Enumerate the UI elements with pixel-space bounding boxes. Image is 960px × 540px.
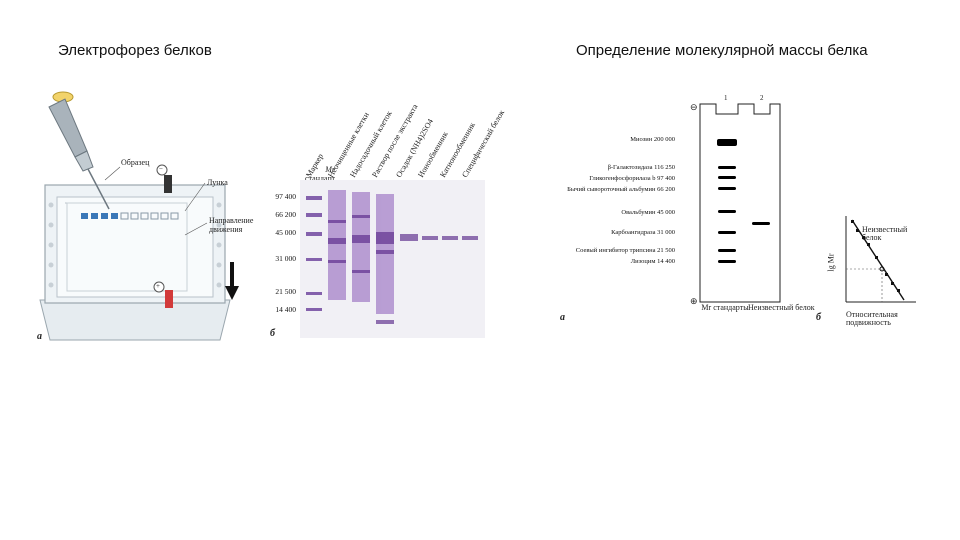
mr-value-21500: 21 500 (275, 287, 296, 296)
anode-electrode (153, 281, 173, 308)
stained-gel (300, 180, 485, 338)
protein-mr: 31 000 (657, 229, 675, 236)
direction-label-line-1: Направление (209, 216, 254, 225)
protein-label-phosphorylase: Гликогенфосфорилаза b 97 400 (545, 175, 675, 182)
protein-label-lysozyme: Лизоцим 14 400 (545, 258, 675, 265)
mr-value-14400: 14 400 (275, 305, 296, 314)
plot-panel-letter: б (816, 312, 821, 323)
xlabel-line-1: Относительная (846, 310, 898, 319)
band-albumin (718, 187, 736, 190)
xlabel-line-2: подвижность (846, 318, 891, 327)
well-label: Лунка (207, 178, 228, 187)
protein-name: Соевый ингибитор трипсина (575, 247, 656, 254)
mr-value-31000: 31 000 (275, 254, 296, 263)
protein-mr: 116 250 (654, 164, 675, 171)
left-title: Электрофорез белков (58, 42, 212, 59)
direction-arrow-icon (225, 262, 239, 307)
protein-name: Лизоцим (630, 258, 656, 265)
band-myosin (717, 139, 737, 146)
gel-wells (81, 212, 179, 220)
protein-mr: 21 500 (657, 247, 675, 254)
sds-gel-panel-letter: а (560, 312, 565, 323)
pipette-drawing (48, 91, 110, 210)
gel-panel-letter: б (270, 328, 275, 339)
band-galactosidase (718, 166, 736, 169)
protein-name: Гликогенфосфорилаза b (589, 175, 656, 182)
plot-xlabel: Относительная подвижность (846, 311, 898, 327)
apparatus-drawing (39, 91, 231, 341)
mr-value-66200: 66 200 (275, 210, 296, 219)
gel-plus-sign: ⊕ (690, 296, 698, 306)
bottom-label-unknown: Неизвестный белок (748, 303, 815, 312)
cathode-electrode (156, 164, 172, 193)
annotation-line-1: Неизвестный (862, 225, 908, 234)
protein-label-albumin: Бычий сывороточный альбумин 66 200 (545, 186, 675, 193)
bottom-label-standards: Mr стандарты (701, 303, 749, 312)
calibration-plot-drawing (845, 216, 916, 303)
protein-name: Карбоангидраза (611, 229, 656, 236)
mr-value-97400: 97 400 (275, 192, 296, 201)
electrophoresis-apparatus: Образец Лунка Направление движения − + а (35, 85, 253, 345)
protein-label-trypsin-inhibitor: Соевый ингибитор трипсина 21 500 (545, 247, 675, 254)
calibration-plot (838, 212, 918, 307)
protein-label-myosin: Миозин 200 000 (545, 136, 675, 143)
protein-mr: 97 400 (657, 175, 675, 182)
mr-header-line-2: стандарт (305, 174, 335, 183)
band-lysozyme (718, 260, 736, 263)
annotation-line-2: белок (862, 233, 882, 242)
protein-label-ovalbumin: Овальбумин 45 000 (545, 209, 675, 216)
protein-label-carbonic-anhydrase: Карбоангидраза 31 000 (545, 229, 675, 236)
sample-label: Образец (121, 158, 150, 167)
sds-gel-outline (699, 103, 781, 303)
stained-gel-bands (306, 190, 478, 324)
direction-label: Направление движения (209, 216, 253, 234)
gel-minus-sign: ⊖ (690, 102, 698, 112)
band-trypsin-inhibitor (718, 249, 736, 252)
protein-name: Миозин (630, 136, 653, 143)
plus-sign: + (156, 282, 160, 290)
protein-mr: 200 000 (653, 136, 675, 143)
direction-label-line-2: движения (209, 225, 243, 234)
mr-header-line-1: Mr (325, 165, 335, 174)
sds-gel-diagram: 1 2 ⊖ ⊕ (690, 92, 790, 312)
protein-mr: 14 400 (657, 258, 675, 265)
band-phosphorylase (718, 176, 736, 179)
protein-mr: 66 200 (657, 186, 675, 193)
plot-ylabel: lg Mr (826, 253, 836, 272)
lane-number-1: 1 (724, 94, 728, 102)
band-ovalbumin (718, 210, 736, 213)
unknown-protein-annotation: Неизвестный белок (862, 226, 907, 242)
lane-number-2: 2 (760, 94, 764, 102)
protein-name: Бычий сывороточный альбумин (567, 186, 656, 193)
protein-name: Овальбумин (621, 209, 656, 216)
protein-name: β-Галактозидаза (607, 164, 653, 171)
band-unknown-protein (752, 222, 770, 225)
calibration-points (851, 220, 900, 292)
right-title: Определение молекулярной массы белка (576, 42, 868, 59)
band-carbonic-anhydrase (718, 231, 736, 234)
minus-sign: − (159, 165, 163, 173)
mr-value-45000: 45 000 (275, 228, 296, 237)
gel-mr-header: Mr стандарт (265, 165, 335, 183)
protein-label-galactosidase: β-Галактозидаза 116 250 (545, 164, 675, 171)
lane-label-specific-protein: Специфический белок (460, 108, 507, 179)
protein-mr: 45 000 (657, 209, 675, 216)
apparatus-panel-letter: а (37, 331, 42, 342)
